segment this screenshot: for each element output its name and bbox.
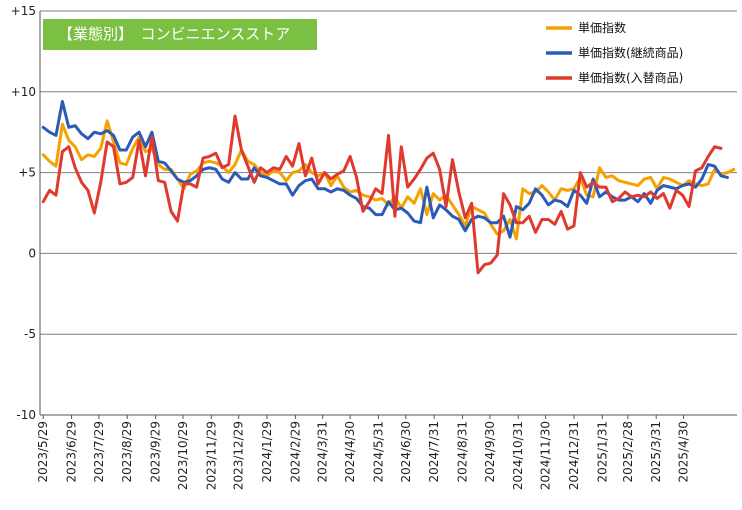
chart-title-box bbox=[43, 19, 317, 50]
x-tick-label: 2024/5/31 bbox=[371, 421, 385, 483]
x-tick-label: 2023/5/29 bbox=[36, 421, 50, 483]
y-axis-ticks: +15 +10 +5 0 -5 -10 bbox=[11, 4, 36, 422]
chart-title-text: 【業態別】 コンビニエンスストア bbox=[58, 25, 290, 43]
x-tick-label: 2024/12/31 bbox=[567, 421, 581, 490]
x-tick-label: 2024/11/30 bbox=[539, 421, 553, 490]
x-tick-label: 2025/2/28 bbox=[621, 421, 635, 483]
x-tick-label: 2024/10/31 bbox=[511, 421, 525, 490]
legend-label-continuing: 単価指数(継続商品) bbox=[578, 45, 683, 60]
y-tick-label: +10 bbox=[11, 85, 36, 99]
series-line-2 bbox=[41, 114, 723, 275]
x-tick-label: 2024/4/30 bbox=[343, 421, 357, 483]
x-tick-label: 2023/7/29 bbox=[92, 421, 106, 483]
x-tick-label: 2024/3/31 bbox=[316, 421, 330, 483]
y-tick-label: +15 bbox=[11, 4, 36, 18]
legend: 単価指数 単価指数(継続商品) 単価指数(入替商品) bbox=[536, 14, 740, 90]
x-tick-label: 2023/11/29 bbox=[204, 421, 218, 490]
y-tick-label: +5 bbox=[18, 166, 36, 180]
legend-label-replaced: 単価指数(入替商品) bbox=[578, 70, 683, 85]
series-line-1 bbox=[41, 100, 729, 239]
x-tick-label: 2024/7/31 bbox=[427, 421, 441, 483]
x-tick-label: 2025/3/31 bbox=[649, 421, 663, 483]
x-tick-label: 2025/4/30 bbox=[677, 421, 691, 483]
series-lines bbox=[41, 100, 736, 275]
x-tick-label: 2024/8/31 bbox=[455, 421, 469, 483]
y-tick-label: -5 bbox=[24, 327, 36, 341]
y-tick-label: -10 bbox=[16, 408, 36, 422]
x-tick-label: 2023/10/29 bbox=[176, 421, 190, 490]
x-tick-label: 2023/12/29 bbox=[232, 421, 246, 490]
x-axis-ticks: 2023/5/29 2023/6/29 2023/7/29 2023/8/29 2023… bbox=[36, 415, 691, 490]
chart-title: 【業態別】 コンビニエンスストア bbox=[43, 19, 317, 50]
x-tick-label: 2024/1/29 bbox=[260, 421, 274, 483]
x-tick-label: 2023/6/29 bbox=[65, 421, 79, 483]
x-tick-label: 2024/2/29 bbox=[288, 421, 302, 483]
x-tick-label: 2024/6/30 bbox=[399, 421, 413, 483]
y-tick-label: 0 bbox=[28, 246, 36, 260]
x-tick-label: 2023/8/29 bbox=[120, 421, 134, 483]
x-tick-label: 2023/9/29 bbox=[149, 421, 163, 483]
x-tick-label: 2024/9/30 bbox=[483, 421, 497, 483]
x-tick-label: 2025/1/31 bbox=[595, 421, 609, 483]
legend-label-unit-price: 単価指数 bbox=[578, 20, 626, 35]
